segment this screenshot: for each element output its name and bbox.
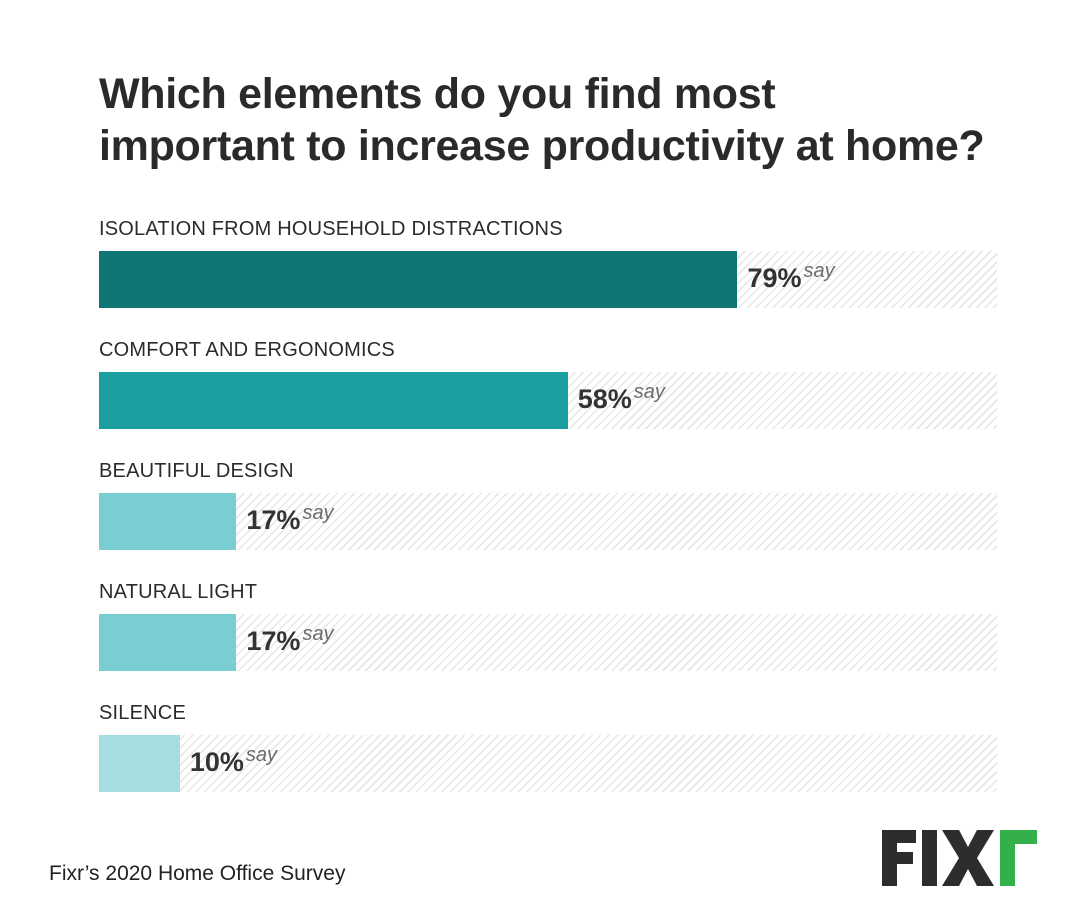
chart-title: Which elements do you find most importan… — [99, 68, 1039, 172]
data-label: 17% say — [246, 623, 334, 657]
bar-row: COMFORT AND ERGONOMICS 58% say — [99, 331, 997, 452]
bar-row: SILENCE 10% say — [99, 694, 997, 815]
value-percent: 79% — [747, 263, 802, 293]
value-percent: 17% — [246, 626, 301, 656]
source-note: Fixr’s 2020 Home Office Survey — [49, 862, 346, 885]
value-percent: 58% — [577, 384, 632, 414]
data-label: 58% say — [577, 381, 665, 415]
category-label: SILENCE — [99, 702, 186, 724]
bar — [99, 735, 180, 792]
bar-track: 79% say — [99, 251, 997, 308]
logo-letter-r — [1000, 830, 1037, 886]
data-label: 10% say — [189, 744, 277, 778]
logo-letter-i — [922, 830, 937, 886]
value-suffix: say — [803, 260, 835, 282]
bar-track: 10% say — [99, 735, 997, 792]
data-label: 79% say — [747, 260, 835, 294]
value-suffix: say — [633, 381, 665, 403]
bar-track: 17% say — [99, 493, 997, 550]
value-percent: 17% — [246, 505, 301, 535]
bar-track: 58% say — [99, 372, 997, 429]
category-label: COMFORT AND ERGONOMICS — [99, 339, 395, 361]
category-label: BEAUTIFUL DESIGN — [99, 460, 294, 482]
bar — [99, 251, 738, 308]
bar — [99, 372, 568, 429]
bar-chart: ISOLATION FROM HOUSEHOLD DISTRACTIONS 79%… — [99, 210, 997, 815]
category-label: ISOLATION FROM HOUSEHOLD DISTRACTIONS — [99, 218, 563, 240]
logo-letter-x — [942, 830, 994, 886]
bar-row: NATURAL LIGHT 17% say — [99, 573, 997, 694]
title-line-1: Which elements do you find most — [99, 70, 776, 118]
fixr-logo — [882, 830, 1037, 886]
value-suffix: say — [245, 744, 277, 766]
value-suffix: say — [302, 502, 334, 524]
bar-row: ISOLATION FROM HOUSEHOLD DISTRACTIONS 79%… — [99, 210, 997, 331]
category-label: NATURAL LIGHT — [99, 581, 258, 603]
bar-row: BEAUTIFUL DESIGN 17% say — [99, 452, 997, 573]
bar — [99, 614, 237, 671]
value-percent: 10% — [189, 747, 244, 777]
bar-track: 17% say — [99, 614, 997, 671]
title-line-2: important to increase productivity at ho… — [99, 122, 985, 170]
data-label: 17% say — [246, 502, 334, 536]
bar — [99, 493, 237, 550]
value-suffix: say — [302, 623, 334, 645]
logo-letter-f — [882, 830, 916, 886]
